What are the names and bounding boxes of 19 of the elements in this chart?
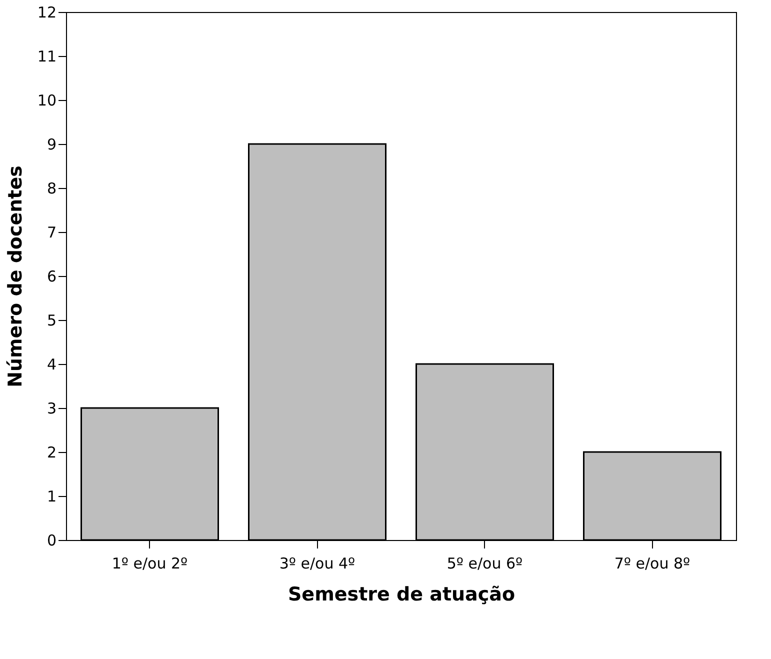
y-tick-label: 2	[46, 444, 56, 462]
y-tick-label: 12	[37, 4, 56, 22]
y-tick-label: 0	[46, 532, 56, 550]
y-tick-label: 3	[46, 400, 56, 418]
y-axis-title: Número de docentes	[4, 166, 26, 388]
x-tick-label: 3º e/ou 4º	[279, 554, 356, 572]
y-tick-label: 1	[46, 488, 56, 506]
y-tick-label: 4	[46, 356, 56, 374]
y-tick-label: 9	[46, 136, 56, 154]
y-tick-label: 5	[46, 312, 56, 330]
x-axis-title: Semestre de atuação	[288, 584, 516, 606]
y-tick-label: 7	[46, 224, 56, 242]
x-tick-label: 5º e/ou 6º	[446, 554, 523, 572]
x-tick-label: 1º e/ou 2º	[112, 554, 188, 572]
y-tick-label: 6	[46, 268, 56, 286]
x-tick-label: 7º e/ou 8º	[614, 554, 690, 572]
y-tick-label: 10	[37, 92, 56, 110]
y-tick-label: 8	[46, 180, 56, 198]
y-tick-label: 11	[37, 48, 56, 66]
